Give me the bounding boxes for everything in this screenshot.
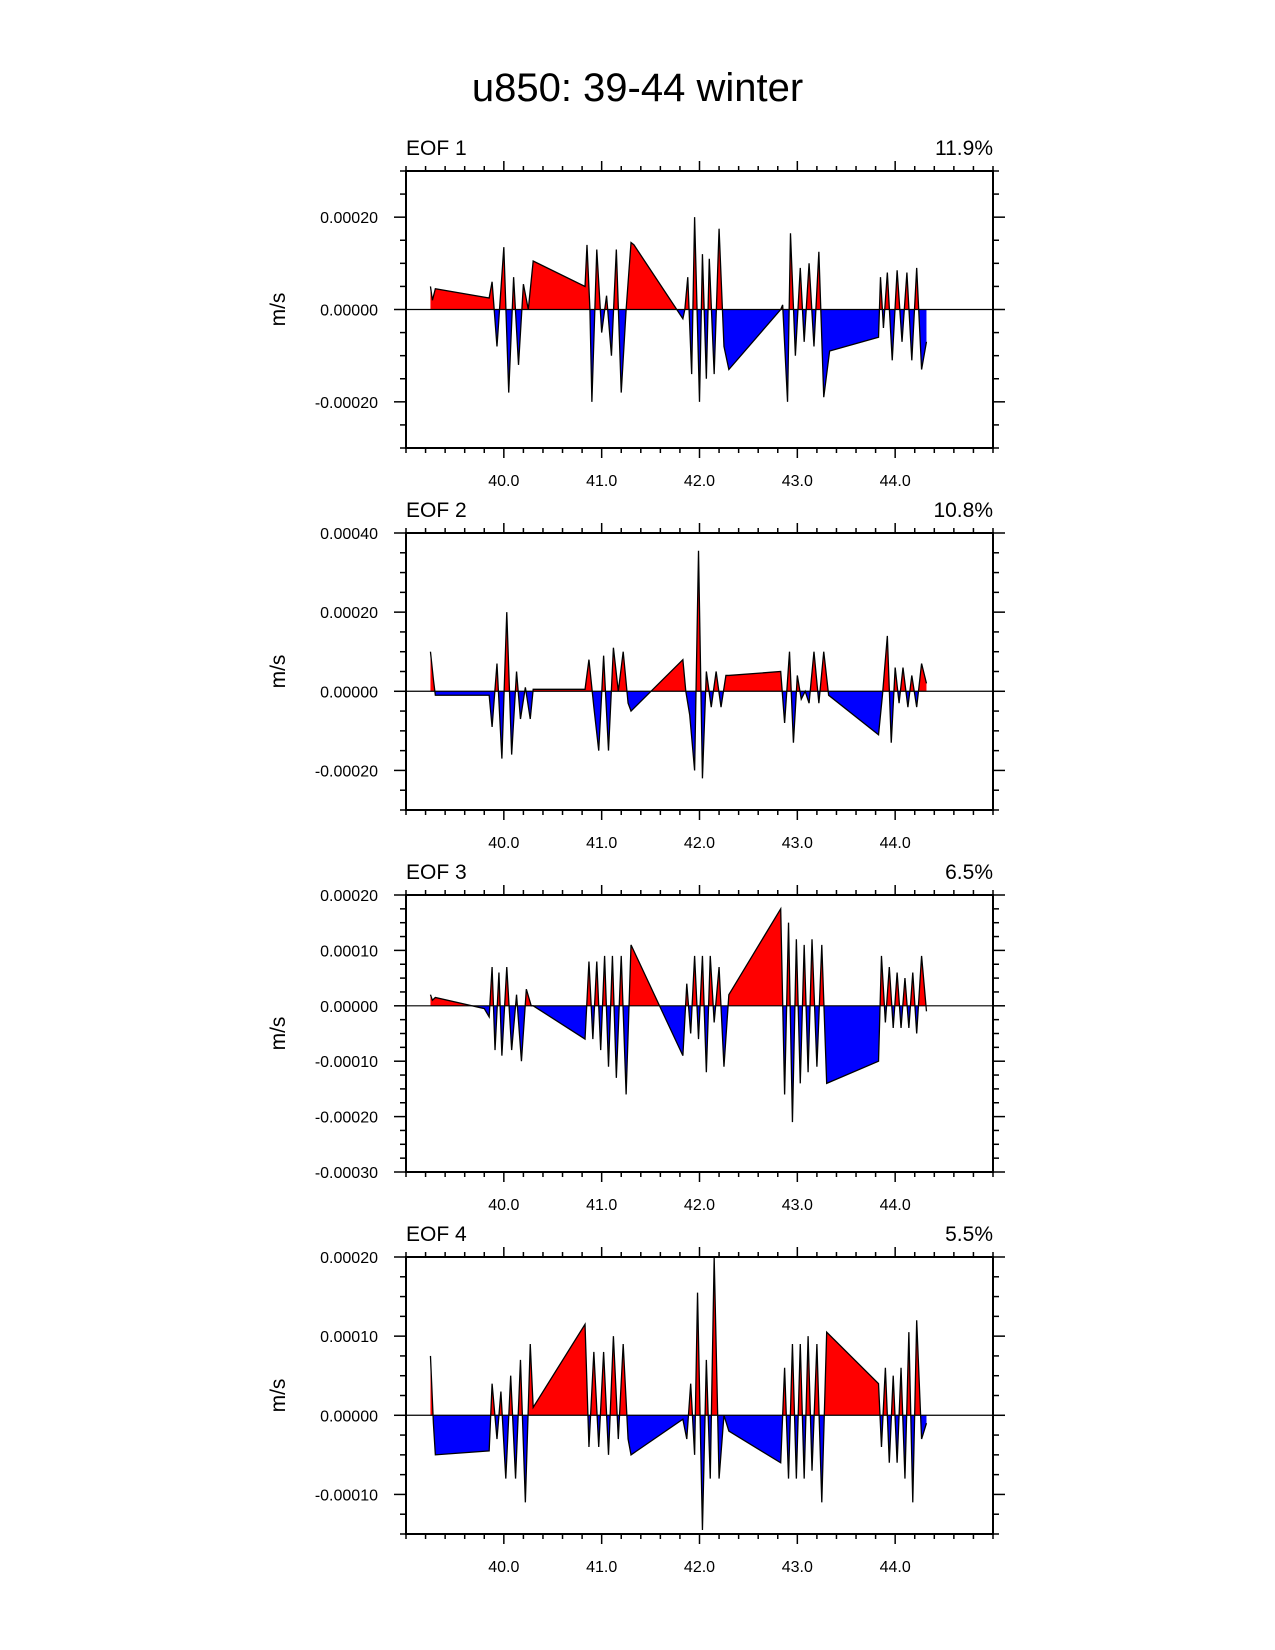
x-tick-label: 42.0 — [684, 1559, 715, 1576]
eof-panel-4: 40.0 41.0 42.0 43.0 44.0 -0.00010 0.00000 0.000… — [267, 1223, 1005, 1576]
y-tick-label: -0.00020 — [315, 1110, 378, 1127]
x-tick-label: 42.0 — [684, 835, 715, 852]
panels-group: 40.0 41.0 42.0 43.0 44.0 -0.00020 0.00000 0.000… — [267, 137, 1005, 1576]
y-tick-label: 0.00000 — [320, 1408, 378, 1425]
x-tick-label: 40.0 — [488, 1197, 519, 1214]
x-tick-label: 41.0 — [586, 1559, 617, 1576]
panel-percent: 6.5% — [945, 861, 993, 884]
x-tick-label: 42.0 — [684, 473, 715, 490]
y-tick-label: -0.00030 — [315, 1165, 378, 1182]
panel-title: EOF 2 — [406, 499, 467, 522]
x-tick-label: 44.0 — [880, 1197, 911, 1214]
eof-panel-1: 40.0 41.0 42.0 43.0 44.0 -0.00020 0.00000 0.000… — [267, 137, 1005, 490]
figure-title: u850: 39-44 winter — [471, 66, 804, 110]
series-line — [429, 1257, 928, 1531]
y-tick-label: 0.00010 — [320, 1329, 378, 1346]
y-axis-label: m/s — [267, 655, 290, 689]
y-tick-label: 0.00020 — [320, 210, 378, 227]
panel-percent: 5.5% — [945, 1223, 993, 1246]
y-tick-label: 0.00020 — [320, 1250, 378, 1267]
positive-fill-area — [430, 1257, 921, 1416]
eof-panel-3: 40.0 41.0 42.0 43.0 44.0 -0.00030 -0.00020 -0.0… — [267, 861, 1005, 1214]
x-tick-label: 43.0 — [782, 1197, 813, 1214]
y-axis-label: m/s — [267, 293, 290, 327]
x-tick-label: 40.0 — [488, 1559, 519, 1576]
y-axis-label: m/s — [267, 1379, 290, 1413]
y-tick-label: -0.00010 — [315, 1487, 378, 1504]
y-axis-label: m/s — [267, 1017, 290, 1051]
negative-fill-area — [430, 691, 927, 779]
y-tick-label: 0.00040 — [320, 526, 378, 543]
y-tick-label: 0.00000 — [320, 684, 378, 701]
y-tick-label: -0.00020 — [315, 395, 378, 412]
x-tick-label: 43.0 — [782, 473, 813, 490]
x-tick-label: 42.0 — [684, 1197, 715, 1214]
panel-percent: 10.8% — [933, 499, 993, 522]
x-tick-label: 43.0 — [782, 835, 813, 852]
x-tick-label: 41.0 — [586, 835, 617, 852]
positive-fill-area — [430, 217, 927, 310]
negative-fill-area — [430, 1415, 927, 1531]
series-line — [429, 906, 928, 1123]
y-tick-label: 0.00020 — [320, 605, 378, 622]
x-tick-label: 41.0 — [586, 1197, 617, 1214]
y-tick-label: -0.00020 — [315, 763, 378, 780]
x-tick-label: 40.0 — [488, 473, 519, 490]
panel-title: EOF 4 — [406, 1223, 467, 1246]
y-tick-label: -0.00010 — [315, 1054, 378, 1071]
x-tick-label: 44.0 — [880, 473, 911, 490]
eof-panel-2: 40.0 41.0 42.0 43.0 44.0 -0.00020 0.00000 0.000… — [267, 499, 1005, 852]
y-tick-label: 0.00000 — [320, 999, 378, 1016]
y-tick-label: 0.00020 — [320, 888, 378, 905]
y-tick-label: 0.00010 — [320, 943, 378, 960]
negative-fill-area — [430, 1005, 927, 1123]
x-tick-label: 40.0 — [488, 835, 519, 852]
negative-fill-area — [430, 309, 927, 402]
series-line — [429, 217, 928, 402]
x-tick-label: 44.0 — [880, 1559, 911, 1576]
panel-title: EOF 1 — [406, 137, 467, 160]
series-line — [429, 550, 928, 779]
x-tick-label: 41.0 — [586, 473, 617, 490]
x-tick-label: 44.0 — [880, 835, 911, 852]
panel-title: EOF 3 — [406, 861, 467, 884]
y-tick-label: 0.00000 — [320, 303, 378, 320]
panel-percent: 11.9% — [935, 137, 993, 160]
x-tick-label: 43.0 — [782, 1559, 813, 1576]
